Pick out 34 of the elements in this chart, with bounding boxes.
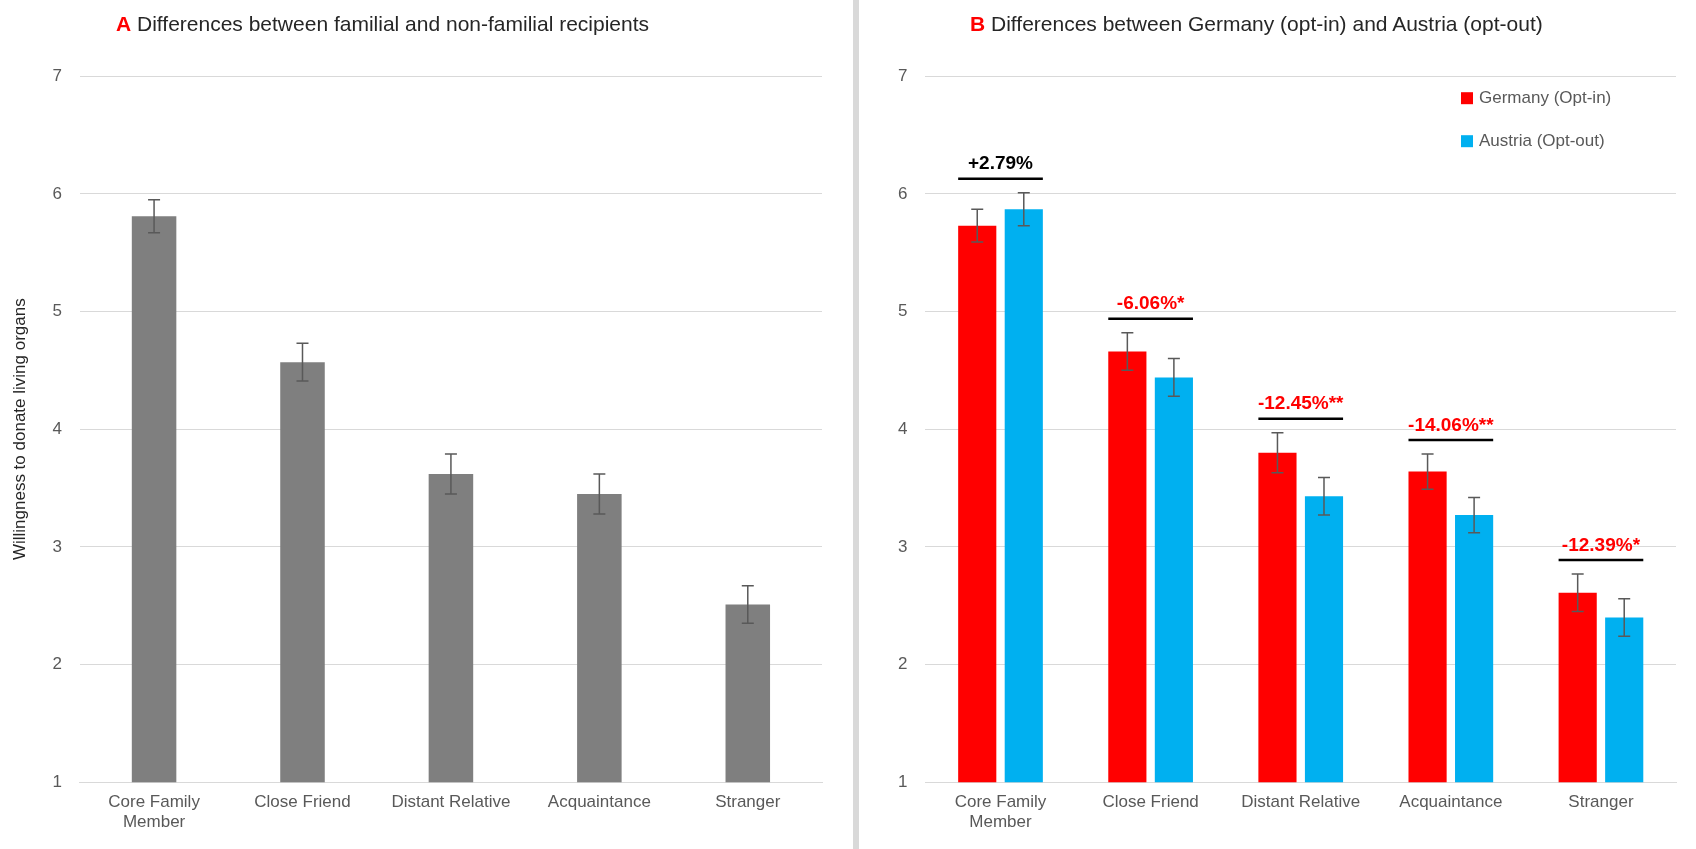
x-tick-label: Distant Relative xyxy=(391,792,511,812)
x-tick-label: Acquaintance xyxy=(547,792,651,812)
x-tick-label: Close Friend xyxy=(254,792,351,812)
annotation: -12.45%** xyxy=(1257,392,1345,414)
y-axis-title: Willingness to donate living organs xyxy=(9,298,29,561)
chart-title: B Differences between Germany (opt-in) and Austria (opt-out) xyxy=(970,12,1543,36)
y-tick-label: 5 xyxy=(897,301,908,321)
chart-title: A Differences between familial and non-familial recipients xyxy=(116,12,650,36)
annotation: -6.06%* xyxy=(1116,292,1186,314)
x-tick-label: Acquaintance xyxy=(1399,792,1503,812)
y-tick-label: 4 xyxy=(897,418,908,438)
legend-label: Austria (Opt-out) xyxy=(1479,130,1605,150)
y-tick-label: 2 xyxy=(897,654,908,674)
y-tick-label: 7 xyxy=(52,65,62,85)
legend-label: Germany (Opt-in) xyxy=(1479,87,1612,107)
y-tick-label: 6 xyxy=(52,183,62,203)
x-tick-label: Distant Relative xyxy=(1241,792,1361,812)
y-tick-label: 2 xyxy=(52,654,62,674)
y-tick-label: 4 xyxy=(52,418,62,438)
y-tick-label: 1 xyxy=(52,771,62,791)
x-tick-label: Stranger xyxy=(715,792,781,812)
x-tick-label: Stranger xyxy=(1568,792,1634,812)
x-tick-label: Core Family Member xyxy=(954,792,1047,832)
annotation: -12.39%* xyxy=(1561,533,1641,555)
y-tick-label: 6 xyxy=(897,183,908,203)
x-tick-label: Close Friend xyxy=(1102,792,1199,812)
y-tick-label: 7 xyxy=(897,65,908,85)
y-tick-label: 5 xyxy=(52,301,62,321)
y-tick-label: 3 xyxy=(52,536,62,556)
x-tick-label: Core Family Member xyxy=(108,792,201,832)
y-tick-label: 1 xyxy=(897,771,908,791)
annotation: -14.06%** xyxy=(1408,413,1495,435)
y-tick-label: 3 xyxy=(897,536,908,556)
annotation: +2.79% xyxy=(968,152,1034,174)
